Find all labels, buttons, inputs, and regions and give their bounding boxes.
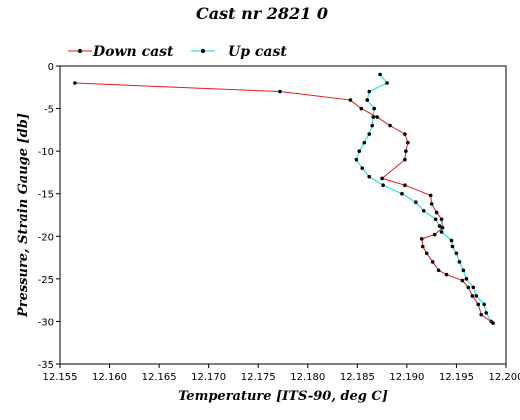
y-tick-label: -5 — [44, 105, 54, 116]
data-point-down-cast — [420, 244, 425, 249]
chart-title: Cast nr 2821 0 — [196, 4, 328, 23]
data-point-up-cast — [372, 106, 376, 111]
data-point-down-cast — [404, 149, 408, 153]
y-tick-label: 0 — [48, 62, 54, 73]
data-point-down-cast — [466, 285, 471, 290]
series-down-cast — [73, 81, 495, 325]
y-tick-label: -15 — [38, 190, 54, 201]
x-tick-label: 12.165 — [142, 372, 177, 383]
data-point-down-cast — [278, 89, 282, 94]
data-point-down-cast — [375, 115, 379, 119]
data-point-down-cast — [419, 237, 424, 241]
data-point-down-cast — [460, 278, 465, 283]
data-point-up-cast — [482, 302, 487, 307]
data-point-down-cast — [430, 260, 435, 264]
data-point-up-cast — [474, 294, 479, 298]
y-tick-label: -30 — [38, 317, 54, 328]
data-point-up-cast — [421, 208, 426, 213]
data-point-down-cast — [359, 106, 364, 111]
data-point-up-cast — [381, 183, 385, 187]
series-up-cast — [354, 72, 493, 324]
data-point-up-cast — [471, 285, 476, 290]
x-axis-label: Temperature [ITS-90, deg C] — [178, 389, 388, 404]
data-point-down-cast — [403, 183, 407, 187]
data-point-down-cast — [403, 132, 407, 136]
x-tick-label: 12.185 — [340, 372, 375, 383]
data-point-down-cast — [491, 321, 495, 325]
y-tick-label: -10 — [38, 147, 54, 158]
data-point-down-cast — [428, 193, 433, 198]
series-line-up-cast — [355, 74, 492, 322]
data-point-down-cast — [406, 140, 410, 145]
data-point-up-cast — [371, 115, 375, 119]
x-tick-label: 12.190 — [389, 372, 424, 383]
data-point-down-cast — [476, 302, 481, 307]
plot-frame — [59, 65, 507, 365]
data-point-up-cast — [454, 251, 459, 256]
data-point-down-cast — [434, 210, 439, 215]
data-point-up-cast — [433, 217, 438, 222]
data-point-down-cast — [479, 312, 484, 317]
data-point-up-cast — [437, 224, 442, 228]
data-point-down-cast — [432, 232, 437, 237]
legend-down-label: Down cast — [92, 44, 174, 60]
y-tick-label: -25 — [38, 275, 54, 286]
x-tick-label: 12.160 — [92, 372, 127, 383]
x-tick-label: 12.200 — [489, 372, 520, 383]
legend-down-marker — [78, 49, 82, 53]
data-point-down-cast — [424, 251, 429, 256]
data-point-down-cast — [380, 176, 384, 181]
series-layer — [73, 72, 495, 325]
data-point-up-cast — [362, 140, 367, 145]
data-point-up-cast — [461, 268, 466, 273]
data-point-up-cast — [464, 277, 469, 281]
data-point-up-cast — [450, 244, 455, 249]
data-point-up-cast — [360, 166, 365, 170]
x-tick-label: 12.155 — [43, 372, 78, 383]
data-point-down-cast — [429, 202, 434, 206]
data-point-down-cast — [403, 157, 407, 162]
legend-up-label: Up cast — [228, 44, 287, 60]
data-point-up-cast — [365, 98, 370, 102]
data-point-up-cast — [439, 230, 444, 234]
data-point-up-cast — [354, 157, 359, 162]
data-point-down-cast — [440, 225, 445, 230]
data-point-down-cast — [348, 98, 353, 102]
data-point-up-cast — [367, 132, 372, 136]
y-axis-label: Pressure, Strain Gauge [db] — [16, 113, 31, 318]
data-point-down-cast — [388, 123, 392, 128]
data-point-up-cast — [385, 81, 389, 85]
data-point-up-cast — [414, 200, 418, 205]
y-ticks: 0 -5 -10 -15 -20 -25 -30 -35 — [38, 62, 60, 371]
x-tick-label: 12.170 — [191, 372, 226, 383]
data-point-down-cast — [436, 268, 441, 273]
data-point-up-cast — [370, 123, 375, 128]
x-ticks: 12.155 12.160 12.165 12.170 12.175 12.180 12.1… — [43, 364, 520, 383]
x-tick-label: 12.175 — [241, 372, 276, 383]
data-point-up-cast — [367, 174, 372, 179]
legend-up-marker — [201, 49, 205, 53]
x-tick-label: 12.180 — [290, 372, 325, 383]
y-tick-label: -35 — [38, 360, 54, 371]
data-point-down-cast — [470, 294, 475, 298]
x-tick-label: 12.195 — [439, 372, 474, 383]
data-point-up-cast — [457, 260, 462, 264]
data-point-up-cast — [357, 149, 362, 153]
data-point-up-cast — [449, 238, 454, 243]
axes: 12.155 12.160 12.165 12.170 12.175 12.180 12.1… — [38, 62, 520, 383]
data-point-up-cast — [378, 72, 382, 77]
data-point-down-cast — [73, 81, 77, 85]
data-point-up-cast — [400, 191, 404, 196]
data-point-up-cast — [484, 311, 488, 315]
data-point-down-cast — [439, 217, 444, 222]
data-point-down-cast — [444, 272, 449, 277]
data-point-up-cast — [367, 89, 372, 94]
y-tick-label: -20 — [38, 232, 54, 243]
legend: Down cast Up cast — [68, 44, 287, 60]
